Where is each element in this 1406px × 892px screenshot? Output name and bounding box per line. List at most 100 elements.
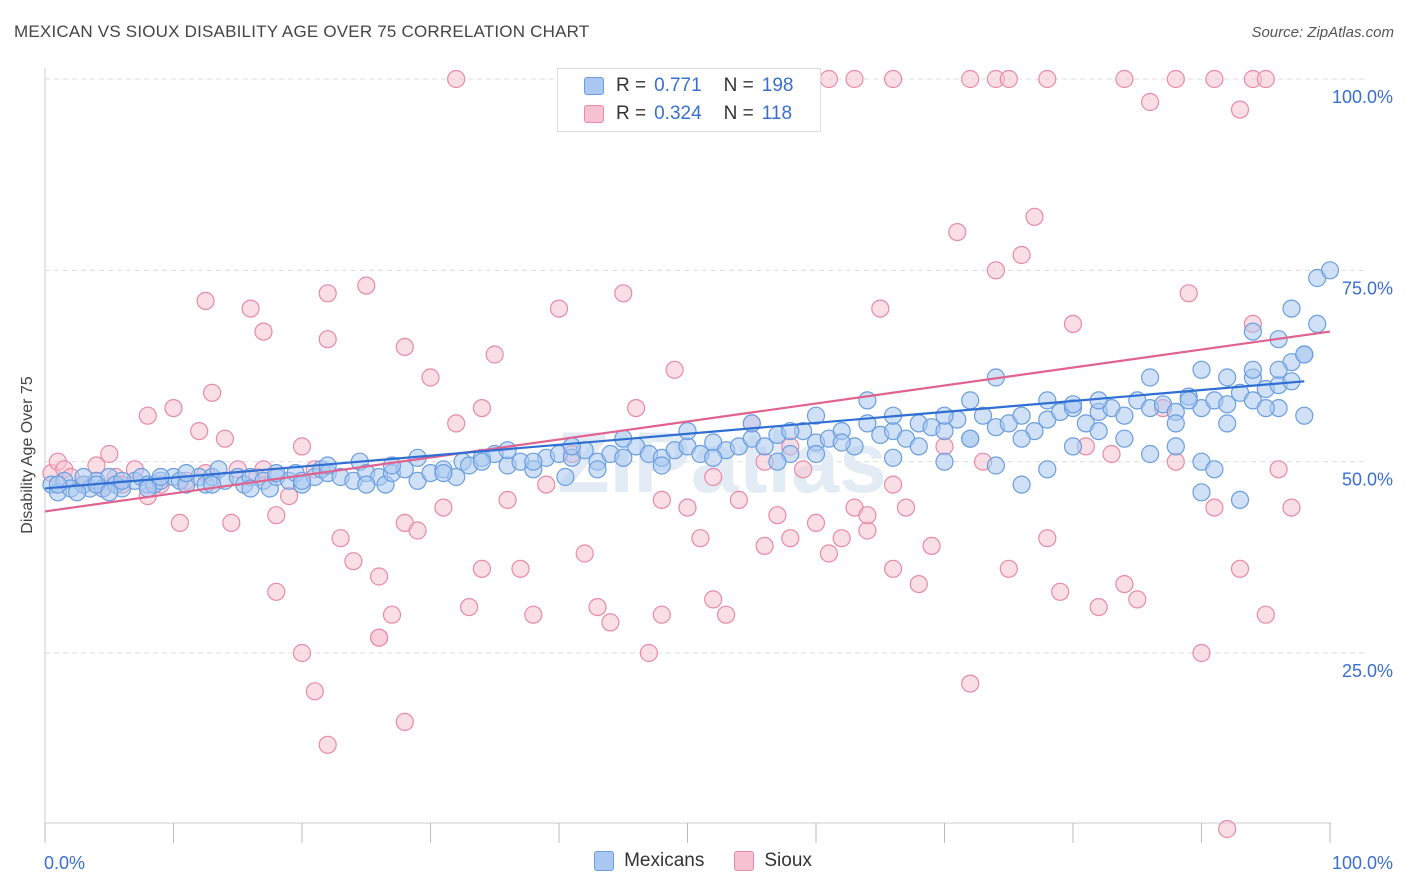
sioux-point [819, 69, 839, 89]
sioux-point [1115, 69, 1134, 89]
sioux-point [1012, 245, 1031, 265]
sioux-point [948, 223, 967, 242]
y-tick-label: 50.0% [1342, 470, 1393, 490]
sioux-point [858, 521, 877, 540]
mexican-point [434, 464, 453, 483]
sioux-point [1230, 100, 1250, 119]
mexican-point [614, 448, 633, 467]
mexican-point [1308, 314, 1327, 333]
legend-row-mexicans: R = 0.771 N = 198 [584, 73, 801, 99]
mexican-point [1282, 299, 1301, 318]
sioux-point [549, 299, 569, 318]
sioux-point [716, 605, 736, 624]
mexican-point [67, 483, 87, 502]
sioux-point [1089, 597, 1108, 617]
sioux-point [729, 490, 749, 509]
sioux-point [704, 467, 723, 487]
sioux-point [961, 674, 980, 693]
mexican-point [678, 422, 697, 441]
mexican-point [935, 406, 954, 425]
mexican-point [883, 448, 903, 467]
sioux-point [395, 712, 414, 732]
sioux-point [524, 605, 543, 624]
r-value: 0.324 [654, 103, 702, 124]
mexican-point [755, 437, 774, 456]
sioux-point [1038, 529, 1057, 548]
sioux-point [203, 383, 222, 402]
n-label: N = [723, 103, 754, 124]
sioux-point [691, 529, 710, 548]
mexican-point [1192, 483, 1211, 502]
sioux-point [652, 605, 671, 624]
mexican-point [1218, 414, 1237, 433]
sioux-point [768, 506, 787, 525]
sioux-point [575, 544, 594, 563]
chart-title: MEXICAN VS SIOUX DISABILITY AGE OVER 75 … [14, 22, 590, 41]
sioux-point [460, 597, 479, 617]
x-tick-label: 100.0% [1332, 853, 1393, 873]
sioux-point [883, 475, 903, 494]
sioux-points [42, 69, 1301, 839]
mexican-point [588, 460, 607, 479]
sioux-point [164, 399, 183, 418]
sioux-point [138, 406, 157, 425]
sioux-point [190, 422, 209, 441]
mexican-point [806, 444, 826, 464]
sioux-point [1166, 69, 1185, 89]
legend-item-mexicans[interactable]: Mexicans [594, 850, 704, 872]
source-credit: Source: ZipAtlas.com [1251, 24, 1394, 41]
mexicans-swatch [594, 851, 615, 871]
sioux-point [832, 529, 851, 548]
sioux-point [1166, 452, 1185, 471]
sioux-point [318, 330, 337, 349]
r-label: R = [616, 75, 647, 96]
sioux-point [883, 69, 903, 89]
sioux-point [1218, 819, 1237, 839]
mexican-point [806, 406, 826, 425]
sioux-point [1256, 605, 1275, 624]
mexican-point [1230, 490, 1250, 509]
sioux-point [1128, 590, 1147, 609]
mexican-point [1218, 368, 1237, 387]
sioux-point [1025, 207, 1044, 226]
sioux-point [1179, 284, 1198, 303]
sioux-point [331, 529, 350, 548]
mexican-point [1063, 437, 1083, 456]
sioux-point [1063, 314, 1083, 333]
sioux-point [909, 574, 928, 594]
sioux-point [344, 552, 363, 571]
sioux-point [318, 284, 337, 303]
sioux-point [871, 299, 890, 318]
sioux-point [370, 567, 389, 586]
sioux-point [999, 69, 1018, 89]
y-tick-label: 75.0% [1342, 278, 1393, 298]
mexican-point [1269, 360, 1288, 379]
mexican-point [704, 448, 723, 467]
sioux-point [858, 506, 877, 525]
sioux-point [896, 498, 916, 517]
mexican-point [1140, 444, 1160, 464]
sioux-point [357, 276, 376, 295]
sioux-point [601, 613, 620, 632]
sioux-point [421, 368, 440, 387]
stats-legend: R = 0.771 N = 198 R = 0.324 N = 118 [557, 68, 821, 132]
sioux-point [999, 559, 1018, 578]
mexican-point [961, 391, 980, 410]
sioux-point [370, 628, 389, 647]
trend-lines [44, 330, 1331, 513]
mexican-point [1115, 406, 1134, 425]
sioux-point [215, 429, 234, 448]
mexican-point [556, 467, 575, 487]
legend-item-sioux[interactable]: Sioux [734, 850, 812, 872]
mexican-point [1089, 422, 1108, 441]
sioux-point [1282, 498, 1301, 517]
mexican-point [986, 456, 1006, 475]
sioux-point [755, 536, 774, 556]
sioux-point [1230, 559, 1250, 578]
sioux-point [1140, 92, 1160, 112]
sioux-swatch [734, 851, 755, 871]
sioux-point [1192, 643, 1211, 663]
mexican-point [768, 452, 787, 471]
sioux-point [806, 513, 826, 533]
